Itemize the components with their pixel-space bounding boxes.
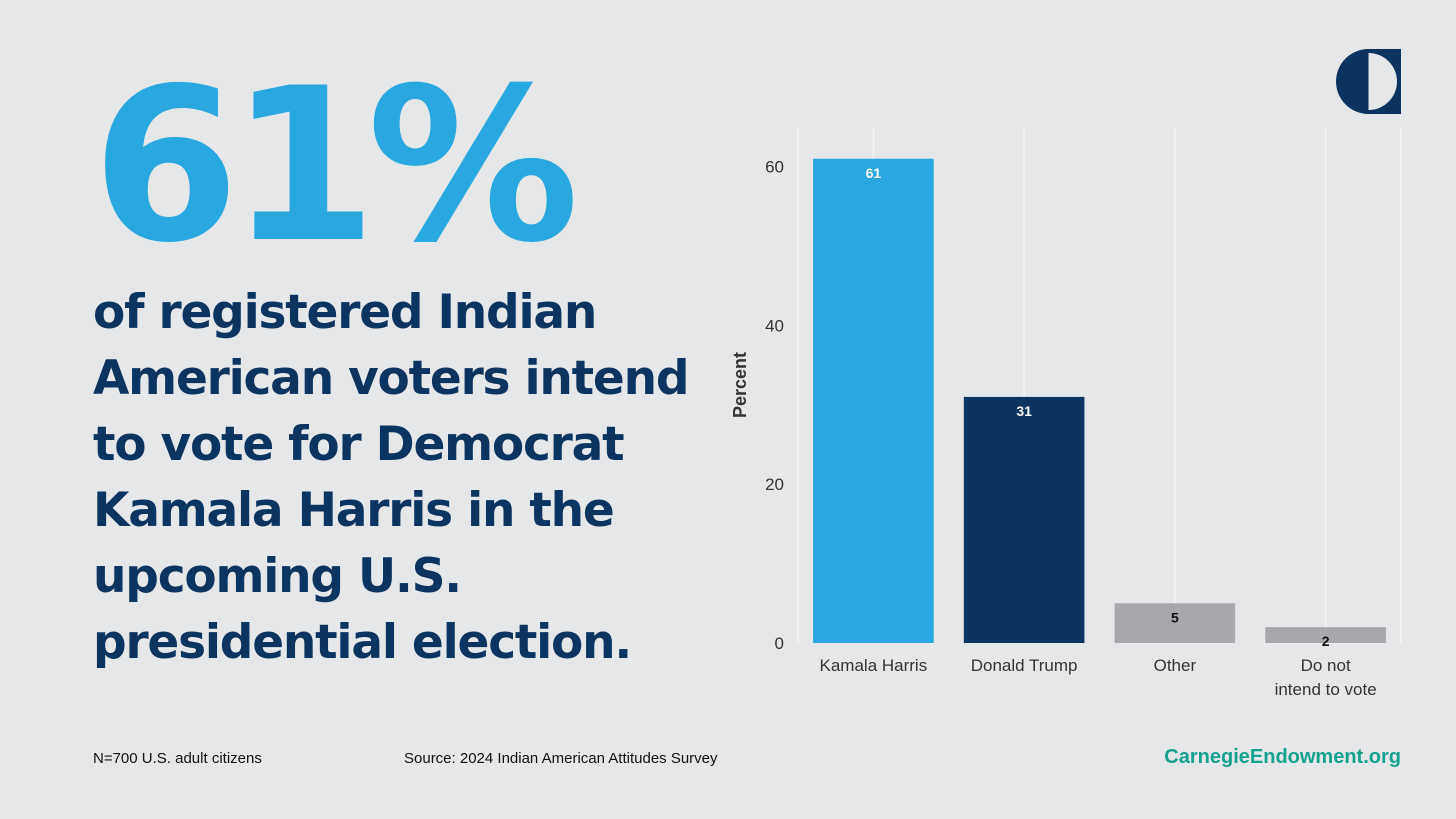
x-tick-label: intend to vote [1275,680,1377,699]
sample-note: N=700 U.S. adult citizens [93,750,262,767]
bar-4 [1265,627,1386,643]
bar-2 [963,396,1085,643]
data-label: 31 [1016,403,1032,419]
bar-1 [813,158,934,643]
data-label: 2 [1322,633,1330,649]
x-tick-label: Other [1154,656,1197,675]
x-tick-label: Do not [1301,656,1351,675]
data-label: 5 [1171,609,1179,625]
headline-text: of registered Indian American voters int… [93,285,690,670]
bar-3 [1114,603,1236,643]
y-tick-label: 0 [775,634,784,653]
y-tick-label: 40 [765,316,784,335]
x-tick-label: Donald Trump [971,656,1078,675]
source-note: Source: 2024 Indian American Attitudes S… [404,750,718,767]
bar-chart: 0 20 40 60 Percent 61 Kamala Harris 31 Donald Tr… [730,127,1402,699]
y-axis-label: Percent [730,352,750,418]
headline-stat: 61% [92,42,579,289]
data-label: 61 [866,165,882,181]
carnegie-logo-icon [1336,49,1401,114]
x-tick-label: Kamala Harris [820,656,928,675]
website-link[interactable]: CarnegieEndowment.org [1164,746,1401,768]
y-tick-label: 20 [765,475,784,494]
y-tick-label: 60 [765,158,784,177]
